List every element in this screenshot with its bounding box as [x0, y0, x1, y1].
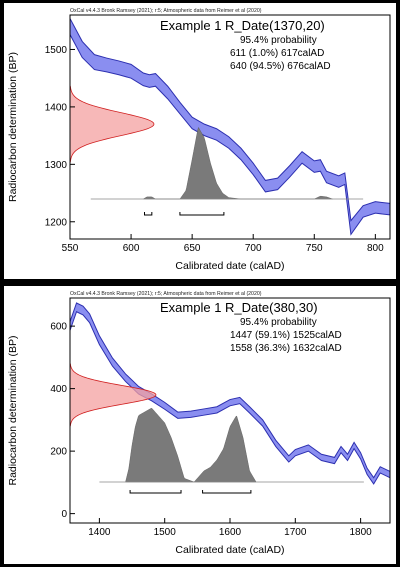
range-bracket — [202, 490, 252, 494]
calibration-chart-2: OxCal v4.4.3 Bronk Ramsey (2021); r:5; A… — [7, 291, 391, 556]
y-tick-label: 1500 — [45, 45, 68, 56]
range-text: 1447 (59.1%) 1525calAD — [230, 330, 342, 341]
chart-title: Example 1 R_Date(1370,20) — [160, 18, 325, 33]
x-tick-label: 600 — [123, 243, 140, 254]
y-tick-label: 200 — [50, 447, 67, 458]
plot-area — [70, 18, 390, 236]
x-tick-label: 1500 — [154, 527, 177, 538]
plot-area — [70, 302, 390, 494]
x-tick-label: 1800 — [349, 527, 372, 538]
calibrated-date-distribution — [125, 408, 257, 483]
range-text: 611 (1.0%) 617calAD — [230, 48, 324, 59]
y-axis-label: Radiocarbon determination (BP) — [7, 52, 19, 202]
probability-label: 95.4% probability — [240, 317, 317, 328]
probability-label: 95.4% probability — [240, 35, 317, 46]
chart-title: Example 1 R_Date(380,30) — [160, 300, 318, 315]
radiocarbon-date-distribution — [70, 363, 157, 427]
calibration-curve-band — [70, 18, 390, 236]
range-bracket — [144, 212, 153, 216]
x-tick-label: 700 — [245, 243, 262, 254]
x-axis-label: Calibrated date (calAD) — [175, 544, 284, 556]
y-tick-label: 600 — [50, 322, 67, 333]
plot-frame — [69, 14, 391, 240]
oxcal-header: OxCal v4.4.3 Bronk Ramsey (2021); r:5; A… — [70, 8, 262, 14]
y-tick-label: 400 — [50, 384, 67, 395]
x-tick-label: 550 — [62, 243, 79, 254]
y-tick-label: 0 — [61, 509, 67, 520]
x-tick-label: 800 — [367, 243, 384, 254]
x-tick-label: 1400 — [88, 527, 111, 538]
x-axis-label: Calibrated date (calAD) — [175, 260, 284, 272]
range-text: 640 (94.5%) 676calAD — [230, 61, 331, 72]
x-tick-label: 1700 — [284, 527, 307, 538]
calibration-chart-1: OxCal v4.4.3 Bronk Ramsey (2021); r:5; A… — [7, 8, 391, 272]
x-tick-label: 750 — [306, 243, 323, 254]
y-tick-label: 1300 — [45, 160, 68, 171]
y-axis-label: Radiocarbon determination (BP) — [7, 336, 19, 486]
range-text: 1558 (36.3%) 1632calAD — [230, 343, 342, 354]
y-tick-label: 1200 — [45, 217, 68, 228]
oxcal-header: OxCal v4.4.3 Bronk Ramsey (2021); r:5; A… — [70, 291, 262, 297]
chart-panel-2: OxCal v4.4.3 Bronk Ramsey (2021); r:5; A… — [4, 286, 396, 564]
chart-panel-1: OxCal v4.4.3 Bronk Ramsey (2021); r:5; A… — [4, 3, 396, 279]
range-bracket — [179, 212, 225, 216]
x-tick-label: 1600 — [219, 527, 242, 538]
x-tick-label: 650 — [184, 243, 201, 254]
range-bracket — [129, 490, 182, 494]
radiocarbon-date-distribution — [70, 85, 155, 163]
y-tick-label: 1400 — [45, 102, 68, 113]
calibration-curve-band — [70, 302, 390, 485]
